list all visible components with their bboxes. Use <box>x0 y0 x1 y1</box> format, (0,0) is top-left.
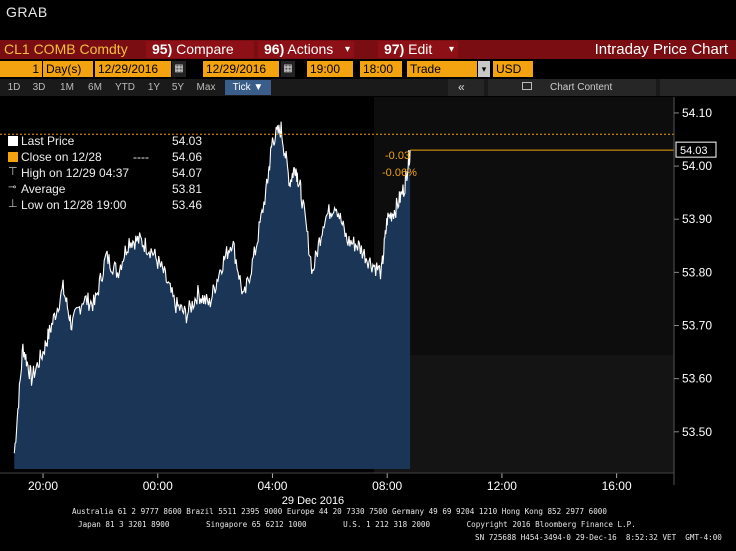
price-line <box>13 121 411 454</box>
actions-button[interactable]: 96) Actions ▾ <box>258 41 354 58</box>
edit-label: Edit <box>408 41 433 57</box>
y-tick-label: 53.90 <box>682 212 712 226</box>
actions-number: 96) <box>264 41 285 57</box>
chart-icon <box>522 82 532 90</box>
dashed-line-icon: ---- <box>133 150 149 164</box>
end-time-field[interactable]: 18:00 <box>360 61 402 77</box>
command-bar: CL1 COMB Comdty 95) Compare 96) Actions … <box>0 40 736 59</box>
legend-value: 53.81 <box>171 182 202 196</box>
date-label: 29 Dec 2016 <box>282 495 344 505</box>
chart-toolbar: 1D 3D 1M 6M YTD 1Y 5Y Max Tick ▼ « Chart… <box>0 79 736 96</box>
change-percent: -0.06% <box>382 167 417 179</box>
compare-label: Compare <box>176 41 234 57</box>
footer-contacts-line2: Japan 81 3 3201 8900 Singapore 65 6212 1… <box>78 520 636 529</box>
legend-average: ⊸ Average 53.81 <box>8 181 202 197</box>
x-tick-label: 00:00 <box>143 479 173 493</box>
range-max[interactable]: Max <box>196 82 216 93</box>
edit-button[interactable]: 97) Edit ▾ <box>378 41 458 58</box>
currency-field[interactable]: USD <box>493 61 533 77</box>
actions-dropdown-icon: ▾ <box>344 44 350 55</box>
ticker-field[interactable]: CL1 COMB Comdty <box>0 40 143 59</box>
footer-session-info: SN 725688 H454-3494-0 29-Dec-16 8:52:32 … <box>475 533 722 542</box>
future-shade-upper <box>374 97 674 355</box>
field-dropdown-icon[interactable]: ▾ <box>478 61 490 77</box>
legend-label: Last Price <box>21 134 75 148</box>
last-price-tag: 54.03 <box>675 141 717 158</box>
average-marker-icon: ⊸ <box>8 182 17 193</box>
legend-value: 54.03 <box>171 134 202 148</box>
toolbar-panel-right <box>660 79 736 96</box>
edit-number: 97) <box>384 41 405 57</box>
range-3d[interactable]: 3D <box>32 82 46 93</box>
actions-label: Actions <box>287 41 334 57</box>
chart-legend: Last Price 54.03 Close on 12/28 ---- 54.… <box>8 133 202 213</box>
footer: Australia 61 2 9777 8600 Brazil 5511 239… <box>0 506 736 551</box>
x-tick-label: 16:00 <box>602 479 632 493</box>
y-tick-label: 53.50 <box>682 425 712 439</box>
x-tick-label: 04:00 <box>257 479 287 493</box>
range-ytd[interactable]: YTD <box>115 82 135 93</box>
x-axis: 20:00 00:00 04:00 08:00 12:00 16:00 <box>0 472 674 493</box>
y-tick-label: 53.60 <box>682 372 712 386</box>
field-select[interactable]: Trade <box>407 61 477 77</box>
edit-dropdown-icon: ▾ <box>448 44 454 55</box>
square-icon <box>8 152 18 162</box>
legend-label: Low on 12/28 19:00 <box>21 198 127 212</box>
start-time-field[interactable]: 19:00 <box>307 61 353 77</box>
range-1d[interactable]: 1D <box>7 82 21 93</box>
app-title: GRAB <box>6 4 48 20</box>
interval-label: Tick <box>232 82 251 93</box>
price-area <box>14 121 411 469</box>
legend-label: Close on 12/28 <box>21 150 102 164</box>
range-1m[interactable]: 1M <box>60 82 74 93</box>
range-1y[interactable]: 1Y <box>147 82 161 93</box>
chart-content-button[interactable]: Chart Content <box>488 79 656 96</box>
chevron-down-icon: ▼ <box>253 82 264 93</box>
settings-row: 1 Day(s) 12/29/2016 ▦ 12/29/2016 ▦ 19:00… <box>0 60 736 78</box>
y-axis: 54.10 54.00 53.90 53.80 53.70 53.60 53.50 <box>674 106 712 439</box>
end-date-field[interactable]: 12/29/2016 <box>203 61 279 77</box>
last-price-tag-label: 54.03 <box>680 145 708 157</box>
x-tick-label: 12:00 <box>487 479 517 493</box>
price-chart[interactable]: 54.10 54.00 53.90 53.80 53.70 53.60 53.50 20:0… <box>0 97 736 505</box>
legend-value: 54.07 <box>171 166 202 180</box>
start-date-field[interactable]: 12/29/2016 <box>95 61 171 77</box>
compare-number: 95) <box>152 41 173 57</box>
chart-content-label: Chart Content <box>550 82 613 93</box>
y-tick-label: 54.10 <box>682 106 712 120</box>
screen-title: Intraday Price Chart <box>594 41 728 58</box>
calendar-icon[interactable]: ▦ <box>172 61 186 77</box>
compare-button[interactable]: 95) Compare <box>146 41 254 58</box>
footer-contacts-line1: Australia 61 2 9777 8600 Brazil 5511 239… <box>72 507 607 516</box>
legend-value: 53.46 <box>171 198 202 212</box>
future-shade-lower <box>374 355 674 473</box>
x-tick-label: 08:00 <box>372 479 402 493</box>
low-marker-icon: ⊥ <box>8 198 18 210</box>
high-marker-icon: ⊤ <box>8 166 18 178</box>
legend-value: 54.06 <box>171 150 202 164</box>
legend-last-price: Last Price 54.03 <box>8 133 202 149</box>
period-count-field[interactable]: 1 <box>0 61 42 77</box>
legend-high: ⊤ High on 12/29 04:37 54.07 <box>8 165 202 181</box>
y-tick-label: 53.80 <box>682 265 712 279</box>
range-5y[interactable]: 5Y <box>171 82 185 93</box>
legend-label: High on 12/29 04:37 <box>21 166 130 180</box>
y-tick-label: 53.70 <box>682 319 712 333</box>
change-absolute: -0.03 <box>385 150 410 162</box>
y-tick-label: 54.00 <box>682 159 712 173</box>
double-chevron-left-icon: « <box>458 80 465 94</box>
x-tick-label: 20:00 <box>28 479 58 493</box>
legend-low: ⊥ Low on 12/28 19:00 53.46 <box>8 197 202 213</box>
legend-label: Average <box>21 182 66 196</box>
period-unit-field[interactable]: Day(s) <box>43 61 93 77</box>
range-6m[interactable]: 6M <box>88 82 102 93</box>
calendar-icon[interactable]: ▦ <box>281 61 295 77</box>
legend-close: Close on 12/28 ---- 54.06 <box>8 149 202 165</box>
interval-tick-dropdown[interactable]: Tick ▼ <box>225 80 271 95</box>
square-icon <box>8 136 18 146</box>
collapse-panel-button[interactable]: « <box>448 79 484 96</box>
